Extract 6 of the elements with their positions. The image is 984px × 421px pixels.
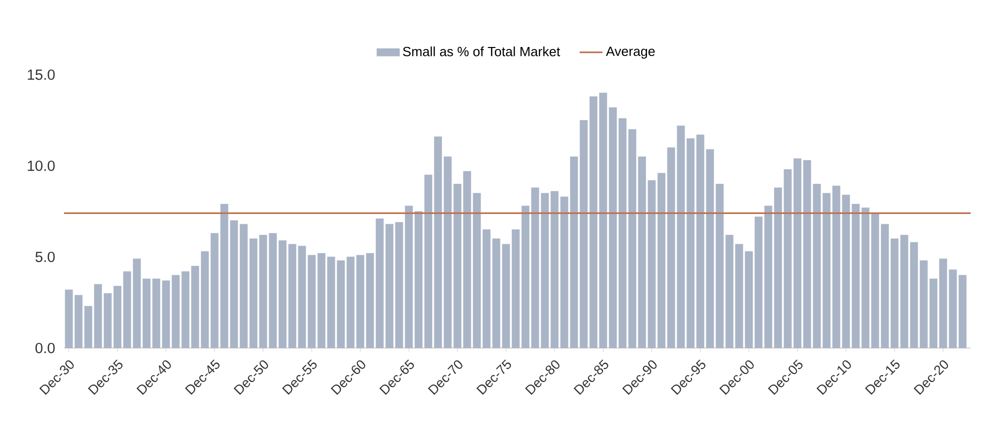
y-tick-label: 10.0 — [28, 160, 55, 171]
y-tick-label: 5.0 — [35, 252, 55, 262]
y-tick-label: 0.0 — [35, 342, 55, 354]
legend-label: Average — [606, 46, 655, 58]
y-tick-label: 15.0 — [28, 69, 55, 80]
legend-label: Small as % of Total Market — [402, 46, 560, 56]
